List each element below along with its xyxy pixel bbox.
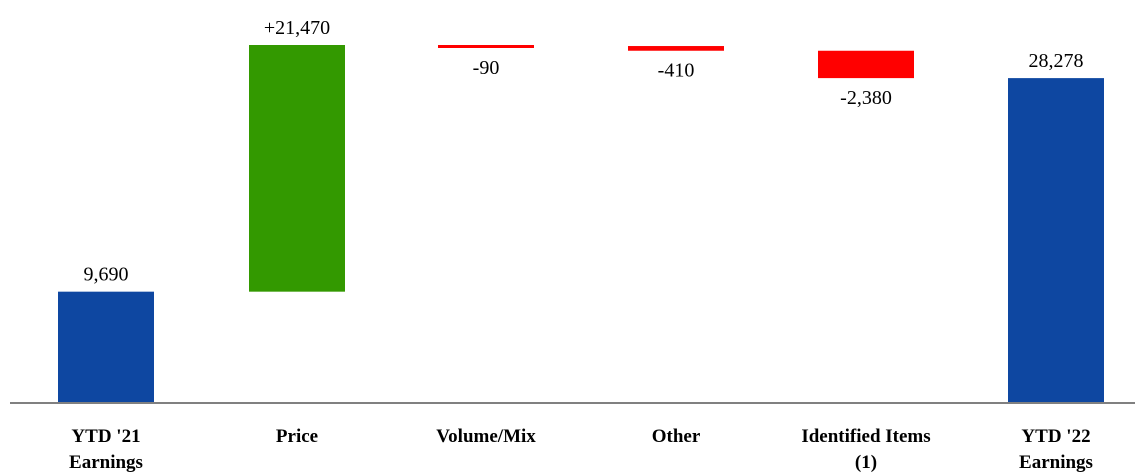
value-label-2: -90 (473, 57, 500, 79)
category-label-3-line-0: Other (652, 426, 701, 447)
category-label-0-line-0: YTD '21 (71, 426, 140, 447)
category-label-4-line-1: (1) (855, 452, 877, 473)
bars-layer (58, 45, 1104, 403)
value-label-5: 28,278 (1029, 50, 1084, 72)
category-label-5-line-1: Earnings (1019, 452, 1093, 473)
bar-5 (1008, 78, 1104, 403)
category-label-0-line-1: Earnings (69, 452, 143, 473)
category-labels-layer: YTD '21 Earnings Price Volume/Mix Other Ident… (69, 426, 1093, 473)
value-label-1: +21,470 (264, 17, 330, 39)
bar-2 (438, 45, 534, 48)
category-label-4-line-0: Identified Items (801, 426, 930, 447)
bar-4 (818, 50, 914, 79)
value-labels-layer: 9,690 +21,470 -90 -410 -2,380 28,278 (84, 17, 1084, 286)
value-label-0: 9,690 (84, 264, 129, 286)
category-label-2-line-0: Volume/Mix (436, 426, 536, 447)
bar-1 (249, 45, 345, 292)
bar-3 (628, 46, 724, 51)
category-label-1-line-0: Price (276, 426, 318, 447)
bar-0 (58, 291, 154, 403)
value-label-4: -2,380 (840, 87, 892, 109)
value-label-3: -410 (658, 60, 695, 82)
category-label-5-line-0: YTD '22 (1021, 426, 1090, 447)
